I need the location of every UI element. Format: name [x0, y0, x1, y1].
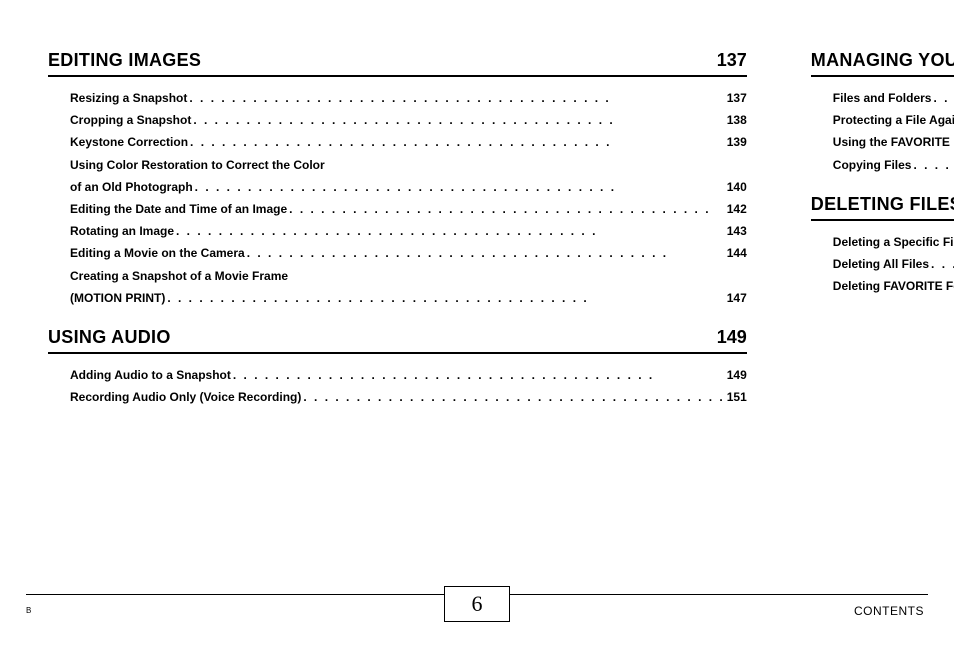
- toc-entry: Keystone Correction . . . . . . . . . . …: [70, 131, 747, 153]
- section-title: DELETING FILES: [811, 194, 954, 215]
- entry-label: Protecting a File Against Deletion: [833, 109, 954, 131]
- entry-page: 151: [727, 386, 747, 408]
- toc-entry: (MOTION PRINT) . . . . . . . . . . . . .…: [70, 287, 747, 309]
- toc-entry: Files and Folders . . . . . . . . . . . …: [833, 87, 954, 109]
- entry-label: Deleting FAVORITE Folder Snapshots: [833, 275, 954, 297]
- section-heading: USING AUDIO 149: [48, 327, 747, 354]
- entry-label: Adding Audio to a Snapshot: [70, 364, 231, 386]
- toc-page: EDITING IMAGES 137 Resizing a Snapshot .…: [0, 0, 954, 646]
- section-entries: Files and Folders . . . . . . . . . . . …: [811, 87, 954, 176]
- leader-dots: . . . . . . . . . . . . . . . . . . . . …: [931, 87, 954, 109]
- entry-page: 139: [727, 131, 747, 153]
- section-managing-files: MANAGING YOUR FILES 153 Files and Folder…: [811, 50, 954, 176]
- page-footer: B 6 CONTENTS: [0, 586, 954, 636]
- entry-label: Resizing a Snapshot: [70, 87, 187, 109]
- toc-entry: Resizing a Snapshot . . . . . . . . . . …: [70, 87, 747, 109]
- toc-entry: Editing the Date and Time of an Image . …: [70, 198, 747, 220]
- entry-label: Editing a Movie on the Camera: [70, 242, 245, 264]
- section-heading: DELETING FILES 160: [811, 194, 954, 221]
- toc-entry: Editing a Movie on the Camera . . . . . …: [70, 242, 747, 264]
- entry-label: Copying Files: [833, 154, 912, 176]
- page-number: 6: [472, 591, 483, 617]
- toc-entry: Recording Audio Only (Voice Recording) .…: [70, 386, 747, 408]
- entry-page: 147: [727, 287, 747, 309]
- leader-dots: . . . . . . . . . . . . . . . . . . . . …: [301, 386, 726, 408]
- entry-label: of an Old Photograph: [70, 176, 193, 198]
- section-entries: Adding Audio to a Snapshot . . . . . . .…: [48, 364, 747, 408]
- footer-right-label: CONTENTS: [854, 604, 924, 618]
- entry-label: Keystone Correction: [70, 131, 188, 153]
- left-column: EDITING IMAGES 137 Resizing a Snapshot .…: [48, 50, 779, 540]
- toc-entry: Using the FAVORITE Folder . . . . . . . …: [833, 131, 954, 153]
- section-entries: Resizing a Snapshot . . . . . . . . . . …: [48, 87, 747, 309]
- toc-entry: Rotating an Image . . . . . . . . . . . …: [70, 220, 747, 242]
- toc-entry-line1: Creating a Snapshot of a Movie Frame: [70, 265, 747, 287]
- leader-dots: . . . . . . . . . . . . . . . . . . . . …: [187, 87, 726, 109]
- section-heading: EDITING IMAGES 137: [48, 50, 747, 77]
- entry-page: 137: [727, 87, 747, 109]
- entry-page: 143: [727, 220, 747, 242]
- leader-dots: . . . . . . . . . . . . . . . . . . . . …: [911, 154, 954, 176]
- toc-entry: Adding Audio to a Snapshot . . . . . . .…: [70, 364, 747, 386]
- page-number-box: 6: [444, 586, 510, 622]
- entry-label: Files and Folders: [833, 87, 932, 109]
- entry-page: 149: [727, 364, 747, 386]
- toc-entry-line1: Using Color Restoration to Correct the C…: [70, 154, 747, 176]
- section-page: 137: [717, 50, 747, 71]
- entry-label: Rotating an Image: [70, 220, 174, 242]
- section-using-audio: USING AUDIO 149 Adding Audio to a Snapsh…: [48, 327, 747, 408]
- section-title: USING AUDIO: [48, 327, 171, 348]
- toc-entry: Copying Files . . . . . . . . . . . . . …: [833, 154, 954, 176]
- section-entries: Deleting a Specific File . . . . . . . .…: [811, 231, 954, 298]
- leader-dots: . . . . . . . . . . . . . . . . . . . . …: [929, 253, 954, 275]
- section-editing-images: EDITING IMAGES 137 Resizing a Snapshot .…: [48, 50, 747, 309]
- toc-entry: of an Old Photograph . . . . . . . . . .…: [70, 176, 747, 198]
- leader-dots: . . . . . . . . . . . . . . . . . . . . …: [188, 131, 727, 153]
- leader-dots: . . . . . . . . . . . . . . . . . . . . …: [231, 364, 727, 386]
- toc-entry: Cropping a Snapshot . . . . . . . . . . …: [70, 109, 747, 131]
- entry-label: Cropping a Snapshot: [70, 109, 191, 131]
- entry-label: Using the FAVORITE Folder: [833, 131, 954, 153]
- toc-entry: Deleting FAVORITE Folder Snapshots . . .…: [833, 275, 954, 297]
- entry-page: 140: [727, 176, 747, 198]
- leader-dots: . . . . . . . . . . . . . . . . . . . . …: [191, 109, 726, 131]
- entry-label: (MOTION PRINT): [70, 287, 165, 309]
- section-page: 149: [717, 327, 747, 348]
- columns: EDITING IMAGES 137 Resizing a Snapshot .…: [0, 0, 954, 540]
- entry-label: Deleting a Specific File: [833, 231, 954, 253]
- right-column: MANAGING YOUR FILES 153 Files and Folder…: [779, 50, 954, 540]
- section-title: EDITING IMAGES: [48, 50, 201, 71]
- leader-dots: . . . . . . . . . . . . . . . . . . . . …: [193, 176, 727, 198]
- leader-dots: . . . . . . . . . . . . . . . . . . . . …: [174, 220, 727, 242]
- entry-page: 144: [727, 242, 747, 264]
- section-title: MANAGING YOUR FILES: [811, 50, 954, 71]
- entry-page: 138: [727, 109, 747, 131]
- leader-dots: . . . . . . . . . . . . . . . . . . . . …: [245, 242, 727, 264]
- entry-page: 142: [727, 198, 747, 220]
- toc-entry: Deleting a Specific File . . . . . . . .…: [833, 231, 954, 253]
- section-heading: MANAGING YOUR FILES 153: [811, 50, 954, 77]
- toc-entry: Protecting a File Against Deletion . . .…: [833, 109, 954, 131]
- leader-dots: . . . . . . . . . . . . . . . . . . . . …: [165, 287, 726, 309]
- entry-label: Editing the Date and Time of an Image: [70, 198, 287, 220]
- entry-label: Recording Audio Only (Voice Recording): [70, 386, 301, 408]
- footer-left-mark: B: [26, 606, 32, 615]
- entry-label: Deleting All Files: [833, 253, 929, 275]
- toc-entry: Deleting All Files . . . . . . . . . . .…: [833, 253, 954, 275]
- leader-dots: . . . . . . . . . . . . . . . . . . . . …: [287, 198, 727, 220]
- section-deleting-files: DELETING FILES 160 Deleting a Specific F…: [811, 194, 954, 298]
